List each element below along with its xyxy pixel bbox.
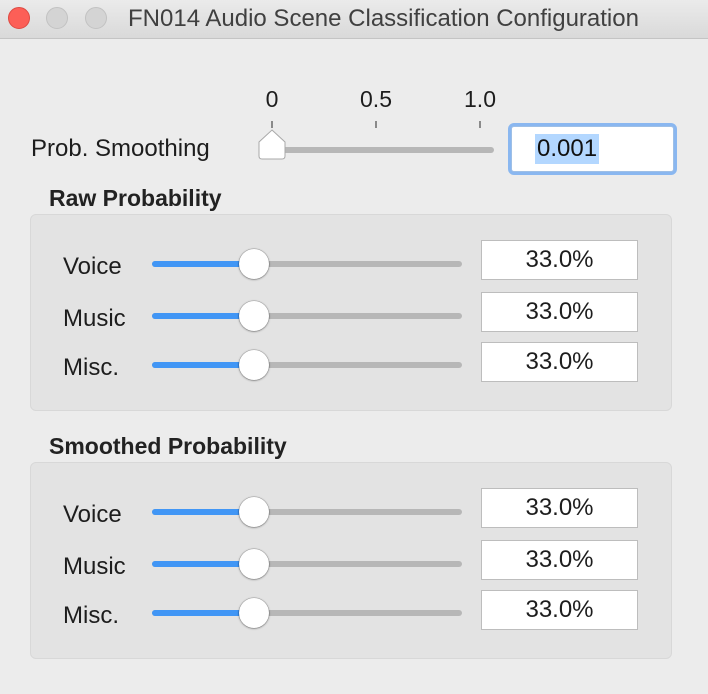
raw-voice-label: Voice: [63, 253, 122, 280]
slider-knob[interactable]: [239, 549, 269, 579]
slider-track: [272, 147, 494, 153]
scale-tick: [479, 121, 481, 128]
slider-fill: [152, 610, 254, 616]
raw-music-slider[interactable]: [152, 301, 462, 331]
smoothed-voice-value[interactable]: 33.0%: [481, 488, 638, 528]
smoothed-misc-value[interactable]: 33.0%: [481, 590, 638, 630]
smoothing-label: Prob. Smoothing: [31, 135, 210, 162]
raw-misc-value[interactable]: 33.0%: [481, 342, 638, 382]
smoothed-music-label: Music: [63, 553, 126, 580]
raw-music-value[interactable]: 33.0%: [481, 292, 638, 332]
raw-voice-slider[interactable]: [152, 249, 462, 279]
scale-tick: [271, 121, 273, 128]
title-bar: FN014 Audio Scene Classification Configu…: [0, 0, 708, 39]
smoothed-misc-label: Misc.: [63, 602, 119, 629]
smoothing-value-field[interactable]: 0.001: [511, 126, 674, 172]
raw-probability-heading: Raw Probability: [49, 185, 222, 211]
slider-knob[interactable]: [239, 301, 269, 331]
smoothed-voice-slider[interactable]: [152, 497, 462, 527]
slider-track: [152, 313, 462, 319]
smoothed-probability-heading: Smoothed Probability: [49, 433, 287, 459]
slider-fill: [152, 313, 254, 319]
slider-knob[interactable]: [239, 598, 269, 628]
slider-track: [152, 561, 462, 567]
close-button[interactable]: [8, 7, 30, 29]
raw-misc-label: Misc.: [63, 354, 119, 381]
slider-knob[interactable]: [239, 497, 269, 527]
window-title: FN014 Audio Scene Classification Configu…: [128, 5, 639, 32]
smoothed-music-slider[interactable]: [152, 549, 462, 579]
smoothing-slider[interactable]: [258, 129, 494, 165]
zoom-button[interactable]: [85, 7, 107, 29]
smoothed-voice-label: Voice: [63, 501, 122, 528]
slider-fill: [152, 509, 254, 515]
minimize-button[interactable]: [46, 7, 68, 29]
raw-misc-slider[interactable]: [152, 350, 462, 380]
raw-voice-value[interactable]: 33.0%: [481, 240, 638, 280]
slider-fill: [152, 362, 254, 368]
slider-track: [152, 610, 462, 616]
smoothed-misc-slider[interactable]: [152, 598, 462, 628]
smoothing-value-text: 0.001: [535, 134, 600, 164]
slider-fill: [152, 561, 254, 567]
scale-label-1-0: 1.0: [464, 86, 496, 112]
scale-label-0: 0: [265, 86, 279, 112]
smoothed-music-value[interactable]: 33.0%: [481, 540, 638, 580]
scale-label-0-5: 0.5: [360, 86, 392, 112]
slider-track: [152, 509, 462, 515]
slider-track: [152, 261, 462, 267]
scale-tick: [375, 121, 377, 128]
slider-knob[interactable]: [239, 249, 269, 279]
slider-knob[interactable]: [239, 350, 269, 380]
slider-fill: [152, 261, 254, 267]
raw-music-label: Music: [63, 305, 126, 332]
slider-knob[interactable]: [257, 128, 287, 160]
slider-track: [152, 362, 462, 368]
